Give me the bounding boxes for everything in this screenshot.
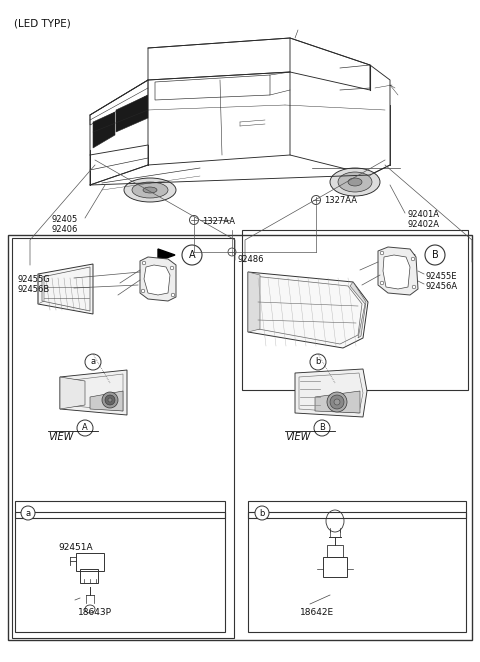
Circle shape [314,420,330,436]
Ellipse shape [348,178,362,186]
Polygon shape [350,282,366,338]
Circle shape [412,285,416,289]
Text: 92455G: 92455G [18,275,51,284]
Text: 92486: 92486 [238,255,264,264]
Polygon shape [144,265,170,295]
Circle shape [102,392,118,408]
Polygon shape [383,255,410,289]
Text: A: A [82,424,88,432]
Circle shape [380,281,384,285]
Circle shape [85,354,101,370]
Ellipse shape [338,172,372,192]
Text: 92406: 92406 [52,225,78,234]
Circle shape [380,251,384,255]
Circle shape [411,258,415,261]
Ellipse shape [143,187,157,193]
Circle shape [334,399,340,405]
Text: (LED TYPE): (LED TYPE) [14,18,71,28]
Circle shape [330,395,344,409]
Bar [323,557,347,577]
Polygon shape [295,369,367,417]
Circle shape [310,354,326,370]
Circle shape [327,392,347,412]
Text: b: b [315,357,321,367]
Text: 1327AA: 1327AA [202,217,235,226]
Bar [248,512,466,632]
Text: B: B [432,250,438,260]
Circle shape [170,266,174,270]
Bar [15,512,225,632]
Text: 1327AA: 1327AA [324,196,357,205]
Polygon shape [158,249,175,261]
Polygon shape [378,247,418,295]
Polygon shape [38,264,93,314]
Text: 92405: 92405 [52,215,78,224]
Polygon shape [60,377,85,409]
Text: 92402A: 92402A [408,220,440,229]
Text: 92451A: 92451A [58,543,93,552]
Polygon shape [398,249,415,261]
Circle shape [108,398,112,402]
Polygon shape [315,391,360,413]
Ellipse shape [330,168,380,196]
Text: VIEW: VIEW [48,432,73,442]
Bar [327,545,343,557]
Ellipse shape [132,182,168,198]
Text: B: B [319,424,325,432]
Polygon shape [248,272,260,332]
Circle shape [255,506,269,520]
Polygon shape [248,272,368,348]
Text: 92401A: 92401A [408,210,440,219]
Polygon shape [93,112,115,148]
Bar [8,235,472,640]
Text: 92455E: 92455E [426,272,457,281]
Polygon shape [116,95,148,132]
Text: 92456A: 92456A [426,282,458,291]
Polygon shape [140,257,176,301]
Text: b: b [259,508,264,518]
Circle shape [171,293,175,297]
Text: 92456B: 92456B [18,285,50,294]
Ellipse shape [124,178,176,202]
Polygon shape [90,391,123,411]
Bar [12,238,234,638]
Text: 18643P: 18643P [78,608,112,617]
Bar [248,501,466,518]
Circle shape [105,395,115,405]
Text: VIEW: VIEW [285,432,310,442]
Bar [80,569,98,583]
Circle shape [142,261,146,265]
Circle shape [21,506,35,520]
Circle shape [77,420,93,436]
Text: a: a [25,508,31,518]
Circle shape [425,245,445,265]
Text: a: a [90,357,96,367]
Text: A: A [189,250,195,260]
Bar [76,553,104,571]
Circle shape [141,289,145,293]
Text: 18642E: 18642E [300,608,334,617]
Bar [242,230,468,390]
Circle shape [182,245,202,265]
Bar [15,501,225,518]
Polygon shape [60,370,127,415]
